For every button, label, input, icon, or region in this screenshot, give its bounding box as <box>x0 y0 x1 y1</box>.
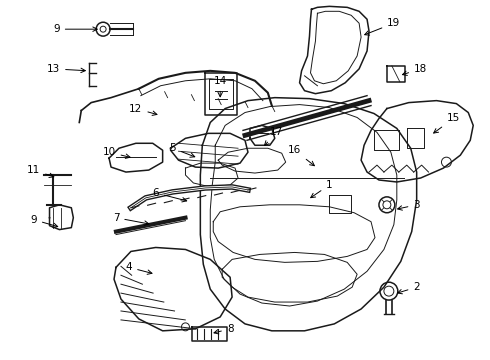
Text: 5: 5 <box>169 143 195 157</box>
Text: 3: 3 <box>397 200 420 210</box>
Text: 6: 6 <box>152 188 187 202</box>
Text: 10: 10 <box>102 147 130 158</box>
Text: 18: 18 <box>402 64 427 75</box>
Text: 15: 15 <box>434 113 460 133</box>
Text: 1: 1 <box>311 180 333 198</box>
Text: 7: 7 <box>113 213 149 225</box>
Text: 2: 2 <box>397 282 420 294</box>
Text: 14: 14 <box>214 76 227 97</box>
Text: 8: 8 <box>214 324 233 334</box>
Text: 11: 11 <box>27 165 54 177</box>
Text: 17: 17 <box>265 127 283 145</box>
Text: 13: 13 <box>47 64 85 74</box>
Text: 9: 9 <box>30 215 58 228</box>
Text: 19: 19 <box>365 18 400 35</box>
Text: 9: 9 <box>53 24 97 34</box>
Text: 4: 4 <box>125 262 152 274</box>
Text: 12: 12 <box>129 104 157 116</box>
Text: 16: 16 <box>288 145 315 166</box>
